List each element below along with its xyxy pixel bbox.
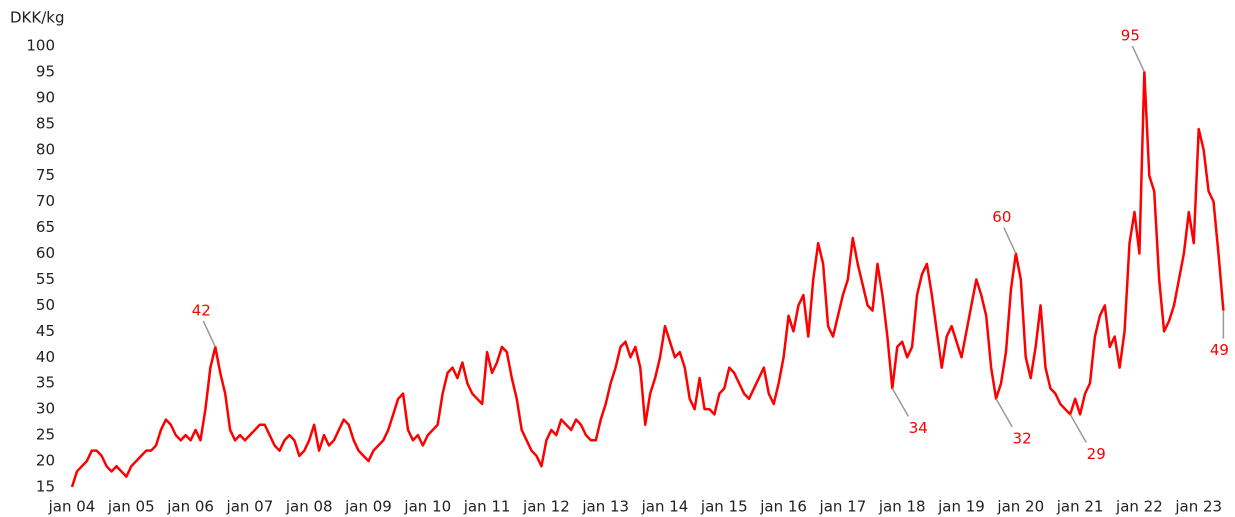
annotation-label: 95	[1121, 26, 1140, 44]
price-line	[70, 70, 1225, 488]
x-tick-label: jan 10	[403, 498, 451, 516]
annotation-leader	[891, 388, 909, 417]
y-tick-label: 70	[36, 192, 55, 210]
y-tick-label: 25	[36, 426, 55, 444]
x-tick-label: jan 07	[226, 498, 274, 516]
x-tick-label: jan 17	[819, 498, 867, 516]
annotation-leader	[1069, 413, 1087, 443]
annotation-label: 42	[192, 301, 211, 319]
annotation-leader	[995, 398, 1013, 428]
y-tick-label: 100	[26, 37, 55, 55]
y-tick-label: 50	[36, 296, 55, 314]
x-tick-label: jan 19	[937, 498, 985, 516]
x-tick-label: jan 12	[522, 498, 570, 516]
y-tick-label: 45	[36, 322, 55, 340]
x-tick-label: jan 18	[878, 498, 926, 516]
x-tick-label: jan 13	[581, 498, 629, 516]
annotation-label: 34	[909, 419, 928, 437]
y-tick-label: 20	[36, 452, 55, 470]
annotation-label: 29	[1087, 445, 1106, 463]
x-tick-label: jan 22	[1115, 498, 1163, 516]
x-tick-label: jan 11	[463, 498, 511, 516]
annotation-label: 32	[1013, 429, 1032, 447]
x-tick-label: jan 20	[996, 498, 1044, 516]
x-tick-label: jan 14	[641, 498, 689, 516]
y-tick-label: 65	[36, 218, 55, 236]
y-tick-label: 55	[36, 270, 55, 288]
y-tick-label: 85	[36, 114, 55, 132]
x-tick-label: jan 04	[48, 498, 96, 516]
y-tick-label: 60	[36, 244, 55, 262]
annotation-leader	[1003, 227, 1017, 254]
annotation-label: 60	[992, 208, 1011, 226]
x-tick-label: jan 08	[285, 498, 333, 516]
annotation-leader	[1131, 45, 1146, 73]
x-tick-label: jan 23	[1174, 498, 1222, 516]
x-tick-label: jan 15	[700, 498, 748, 516]
y-tick-label: 90	[36, 88, 55, 106]
x-tick-label: jan 06	[166, 498, 214, 516]
y-tick-label: 30	[36, 400, 55, 418]
y-tick-label: 80	[36, 140, 55, 158]
annotation-leader	[202, 320, 216, 348]
y-tick-label: 95	[36, 62, 55, 80]
x-tick-label: jan 21	[1056, 498, 1104, 516]
y-tick-label: 15	[36, 478, 55, 496]
x-tick-label: jan 09	[344, 498, 392, 516]
x-tick-label: jan 05	[107, 498, 155, 516]
y-tick-label: 75	[36, 166, 55, 184]
annotation-label: 49	[1210, 341, 1229, 359]
y-tick-label: 40	[36, 348, 55, 366]
y-tick-label: 35	[36, 374, 55, 392]
y-axis-label: DKK/kg	[10, 9, 65, 27]
x-tick-label: jan 16	[759, 498, 807, 516]
